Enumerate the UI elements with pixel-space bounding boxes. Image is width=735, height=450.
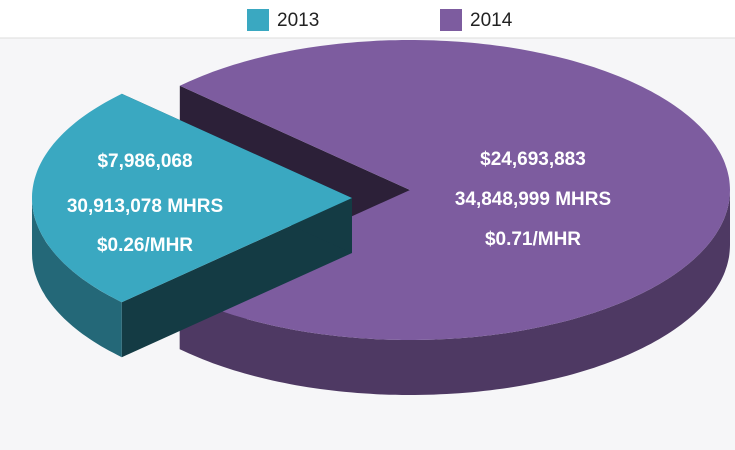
- value-label: $24,693,883: [480, 149, 586, 170]
- slice-cut-face: [179, 85, 410, 245]
- annotation: 30,913,078 MHRS: [67, 196, 223, 217]
- annotation: $0.71/MHR: [485, 229, 581, 250]
- legend-label: 2014: [470, 10, 513, 31]
- slice-side: [32, 198, 122, 358]
- annotation: $0.26/MHR: [97, 235, 193, 256]
- slice-side: [179, 190, 731, 395]
- slice: [32, 93, 352, 303]
- legend-swatch: [440, 9, 462, 31]
- annotation: 34,848,999 MHRS: [455, 189, 611, 210]
- legend-label: 2013: [277, 10, 319, 31]
- value-label: $7,986,068: [97, 151, 192, 172]
- slice-cut-face: [121, 198, 352, 358]
- legend-swatch: [247, 9, 269, 31]
